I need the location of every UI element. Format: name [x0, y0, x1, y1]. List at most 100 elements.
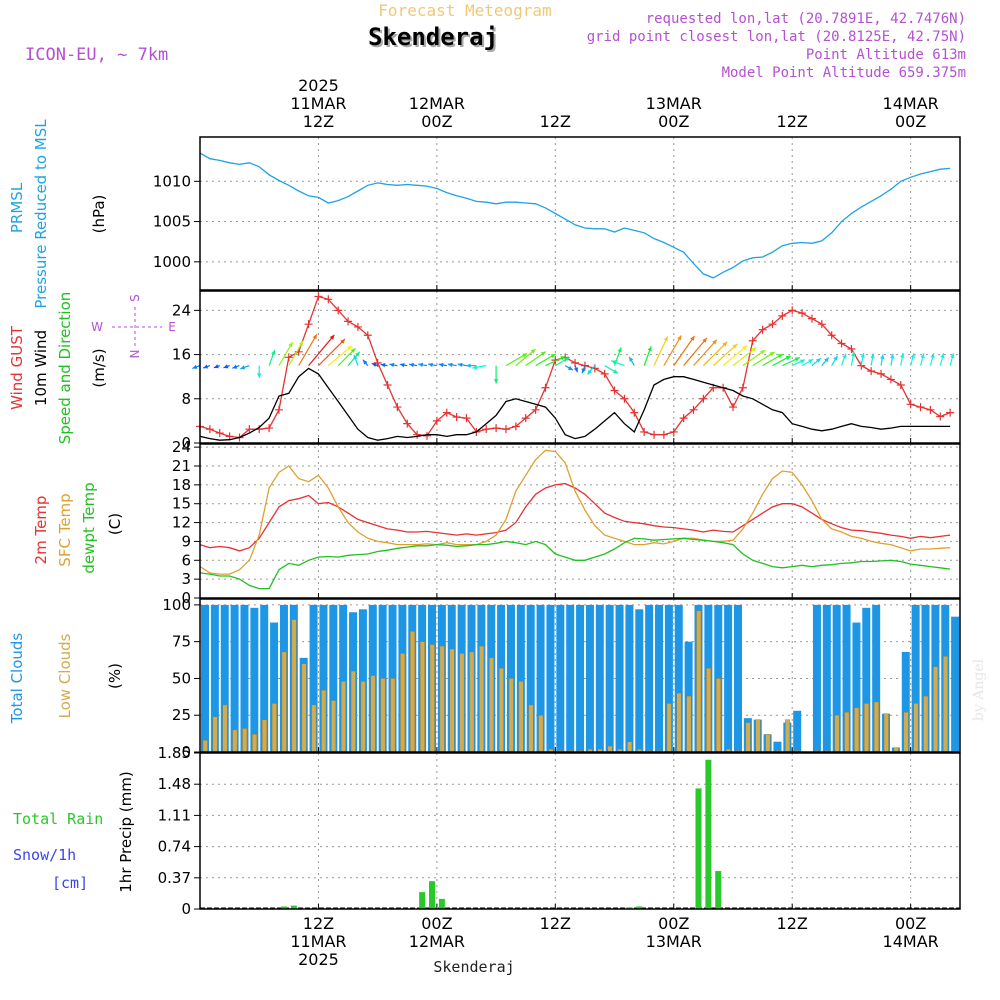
gust-marker: [452, 413, 461, 422]
time-tick-top-label: 13MAR: [646, 94, 702, 113]
requested-coords: requested lon,lat (20.7891E, 42.7476N): [646, 11, 966, 27]
time-tick-top-label: 12Z: [540, 112, 571, 131]
total-cloud-bar: [240, 604, 249, 752]
low-cloud-bar: [706, 667, 712, 753]
gust-marker: [630, 408, 639, 417]
wind-arrow-head: [271, 349, 276, 355]
total-cloud-bar: [664, 604, 673, 752]
gust-marker: [916, 403, 925, 412]
wind-arrow-head: [663, 336, 668, 342]
rain-bar: [419, 892, 426, 909]
gust-marker: [304, 320, 313, 329]
time-tick-bottom-label: 11MAR: [290, 932, 346, 951]
time-tick-bottom-label: 14MAR: [883, 932, 939, 951]
wind-arrow-head: [722, 341, 728, 347]
wind-arrow-head: [880, 354, 885, 360]
gust-marker: [492, 424, 501, 433]
wind-arrow-head: [815, 358, 821, 363]
gust-marker: [728, 403, 737, 412]
rain-bar: [695, 788, 702, 909]
time-tick-top-label: 12MAR: [409, 94, 465, 113]
clouds-frame: [199, 598, 961, 753]
low-cloud-bar: [518, 681, 524, 753]
low-cloud-bar: [745, 722, 751, 753]
wind-arrow-head: [799, 359, 805, 364]
temperature-ytick-label: 12: [172, 514, 191, 532]
total-cloud-bar: [585, 604, 594, 752]
gust-marker: [482, 425, 491, 434]
wind-arrow-head: [777, 354, 783, 359]
low-cloud-bar: [498, 667, 504, 753]
total-cloud-bar: [852, 622, 861, 752]
wind-arrow: [742, 349, 766, 367]
total-cloud-bar: [674, 604, 683, 752]
gust-marker: [511, 422, 520, 431]
pressure-label: Pressure Reduced to MSL: [32, 119, 50, 309]
time-tick-bottom-label: 12Z: [540, 914, 571, 933]
gust-marker: [215, 429, 224, 438]
gust-marker: [265, 424, 274, 433]
precipitation-ytick-label: 0: [181, 900, 191, 918]
wind-arrow-head: [389, 362, 395, 368]
gust-marker: [314, 292, 323, 301]
meteogram-subtitle: Forecast Meteogram: [378, 1, 551, 20]
gust-marker: [768, 320, 777, 329]
time-tick-bottom-label: 12Z: [777, 914, 808, 933]
wind-arrow-head: [232, 364, 238, 369]
gust-marker: [699, 394, 708, 403]
wind-arrow-head: [842, 353, 847, 359]
wind-arrow-head: [457, 362, 463, 367]
total-cloud-bar: [605, 604, 614, 752]
total-cloud-bar: [309, 604, 318, 752]
wind-arrow-head: [298, 341, 304, 347]
gust-marker: [659, 430, 668, 439]
gust-marker: [867, 367, 876, 376]
low-cloud-bar: [301, 663, 307, 753]
wind-arrow-head: [587, 369, 592, 375]
low-cloud-bar: [538, 715, 544, 753]
wind-arrow-head: [192, 364, 198, 369]
wind-arrow: [288, 340, 304, 366]
prmsl-label: PRMSL: [8, 182, 26, 233]
wind-gust-label: Wind GUST: [8, 325, 26, 410]
wind-arrow-head: [629, 356, 634, 362]
wind-unit: (m/s): [90, 348, 108, 387]
wind-arrow-head: [550, 354, 556, 359]
gust-marker: [758, 325, 767, 334]
time-tick-top-label: 14MAR: [883, 94, 939, 113]
wind-ytick-label: 8: [181, 390, 191, 408]
gust-marker: [946, 408, 955, 417]
low-cloud-bar: [785, 719, 791, 753]
total-cloud-bar: [576, 604, 585, 752]
gust-marker: [906, 400, 915, 409]
total-clouds-label: Total Clouds: [8, 633, 26, 725]
low-cloud-bar: [854, 707, 860, 753]
wind-arrow-head: [428, 362, 433, 367]
wind-arrow: [722, 345, 748, 367]
rain-bar: [290, 905, 297, 909]
wind-arrow-head: [329, 334, 335, 340]
total-cloud-bar: [329, 604, 338, 752]
low-cloud-bar: [390, 678, 396, 753]
clouds-ytick-label: 50: [172, 669, 191, 687]
precip-panel: Total Rain Snow/1h [cm] 1hr Precip (mm): [13, 771, 135, 892]
gust-marker: [847, 345, 856, 354]
gust-marker: [403, 419, 412, 428]
total-cloud-bar: [250, 607, 259, 752]
total-cloud-bar: [615, 604, 624, 752]
rain-bar: [429, 881, 436, 909]
total-cloud-bar: [526, 604, 535, 752]
temperature-ytick-label: 21: [172, 457, 191, 475]
low-cloud-bar: [281, 651, 287, 753]
gust-marker: [877, 369, 886, 378]
low-cloud-bar: [716, 678, 721, 753]
total-cloud-bar: [862, 607, 871, 752]
wind-arrow-head: [647, 346, 652, 352]
wind-dir-label: Speed and Direction: [56, 292, 74, 445]
dewpt-temp-line: [199, 537, 951, 590]
wind-arrow-head: [288, 342, 293, 348]
precipitation-ytick-label: 1.11: [158, 806, 191, 824]
total-cloud-bar: [911, 604, 920, 752]
gust-marker: [926, 405, 935, 414]
clouds-ytick-label: 25: [172, 706, 191, 724]
